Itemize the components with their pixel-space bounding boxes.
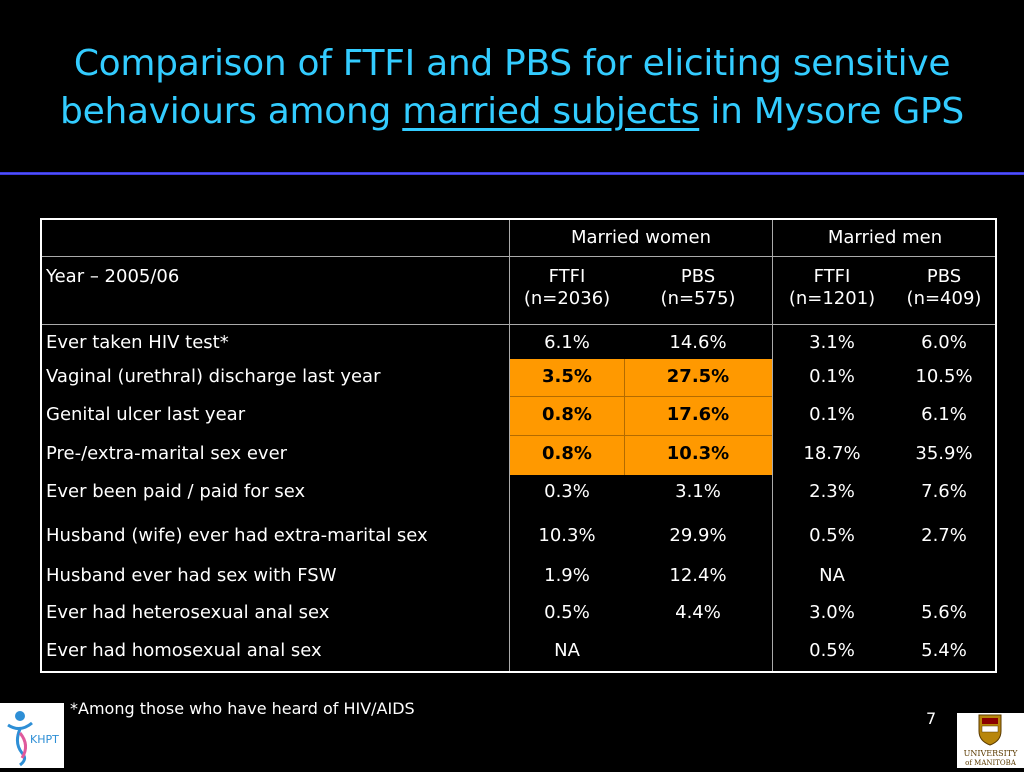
cell-men-ftfi: 0.5% <box>809 525 855 546</box>
page-number: 7 <box>926 709 937 728</box>
row-label: Ever had heterosexual anal sex <box>46 602 330 623</box>
cell-men-ftfi: 2.3% <box>809 481 855 502</box>
cell-women-ftfi: 0.3% <box>544 481 590 502</box>
cell-men-ftfi: 3.1% <box>809 332 855 353</box>
grid-hline-group-header <box>42 256 995 257</box>
row-label: Husband (wife) ever had extra-marital se… <box>46 525 428 546</box>
cell-women-pbs: 29.9% <box>669 525 727 546</box>
subheader-men-pbs: PBS (n=409) <box>906 266 982 309</box>
grid-hline-sub-header <box>42 324 995 325</box>
cell-women-ftfi: 0.8% <box>542 443 592 464</box>
highlight-divider-vertical <box>624 359 625 475</box>
group-header-women: Married women <box>570 227 712 248</box>
title-line-2-pre: behaviours among <box>60 91 403 132</box>
cell-women-ftfi: 0.5% <box>544 602 590 623</box>
cell-men-ftfi: 0.1% <box>809 366 855 387</box>
row-label: Genital ulcer last year <box>46 404 246 425</box>
grid-vline-label <box>509 220 510 671</box>
cell-women-pbs: 4.4% <box>675 602 721 623</box>
cell-women-pbs: 14.6% <box>669 332 727 353</box>
cell-women-ftfi: 3.5% <box>542 366 592 387</box>
cell-women-pbs: 3.1% <box>675 481 721 502</box>
year-label: Year – 2005/06 <box>46 266 180 287</box>
comparison-table: Married women Married men Year – 2005/06… <box>40 218 997 673</box>
footnote: *Among those who have heard of HIV/AIDS <box>70 699 415 718</box>
slide-title: Comparison of FTFI and PBS for eliciting… <box>40 40 984 136</box>
subheader-women-ftfi: FTFI (n=2036) <box>523 266 611 309</box>
title-underlined-phrase: married subjects <box>402 91 700 132</box>
subheader-men-ftfi: FTFI (n=1201) <box>788 266 876 309</box>
highlight-divider-1 <box>510 396 772 397</box>
cell-men-pbs: 6.1% <box>921 404 967 425</box>
khpt-logo: KHPT <box>0 703 64 768</box>
cell-women-pbs: 10.3% <box>666 443 730 464</box>
row-label: Ever taken HIV test* <box>46 332 229 353</box>
row-label: Husband ever had sex with FSW <box>46 565 337 586</box>
row-label: Ever had homosexual anal sex <box>46 640 322 661</box>
cell-women-pbs: 17.6% <box>666 404 730 425</box>
cell-men-ftfi: 3.0% <box>809 602 855 623</box>
grid-vline-groups <box>772 220 773 671</box>
cell-men-pbs: 10.5% <box>915 366 973 387</box>
cell-men-pbs: 2.7% <box>921 525 967 546</box>
cell-women-ftfi: 1.9% <box>544 565 590 586</box>
row-label: Ever been paid / paid for sex <box>46 481 306 502</box>
cell-women-ftfi: 0.8% <box>542 404 592 425</box>
title-line-1: Comparison of FTFI and PBS for eliciting… <box>73 43 951 84</box>
cell-men-pbs: 5.6% <box>921 602 967 623</box>
cell-men-pbs: 35.9% <box>915 443 973 464</box>
title-divider <box>0 172 1024 175</box>
cell-women-pbs: 27.5% <box>666 366 730 387</box>
university-logo-line-1: UNIVERSITY <box>964 749 1019 758</box>
row-label: Pre-/extra-marital sex ever <box>46 443 288 464</box>
title-line-2-post: in Mysore GPS <box>699 91 964 132</box>
khpt-logo-text: KHPT <box>30 733 59 746</box>
cell-women-pbs: 12.4% <box>669 565 727 586</box>
cell-men-ftfi: 0.1% <box>809 404 855 425</box>
cell-men-pbs: 6.0% <box>921 332 967 353</box>
highlight-divider-2 <box>510 435 772 436</box>
university-crest-graphic: UNIVERSITY of MANITOBA <box>964 714 1019 767</box>
group-header-men: Married men <box>827 227 943 248</box>
cell-women-ftfi: NA <box>554 640 580 661</box>
university-logo-line-2: of MANITOBA <box>965 759 1017 767</box>
cell-women-ftfi: 6.1% <box>544 332 590 353</box>
subheader-women-pbs: PBS (n=575) <box>660 266 736 309</box>
cell-men-pbs: 5.4% <box>921 640 967 661</box>
highlight-block <box>510 359 772 475</box>
cell-men-ftfi: 18.7% <box>803 443 861 464</box>
cell-men-ftfi: NA <box>819 565 845 586</box>
cell-women-ftfi: 10.3% <box>538 525 596 546</box>
title-line-2: behaviours among married subjects in Mys… <box>40 88 984 136</box>
khpt-logo-graphic: KHPT <box>7 711 59 767</box>
cell-men-pbs: 7.6% <box>921 481 967 502</box>
university-of-manitoba-logo: UNIVERSITY of MANITOBA <box>957 713 1024 768</box>
row-label: Vaginal (urethral) discharge last year <box>46 366 381 387</box>
cell-men-ftfi: 0.5% <box>809 640 855 661</box>
